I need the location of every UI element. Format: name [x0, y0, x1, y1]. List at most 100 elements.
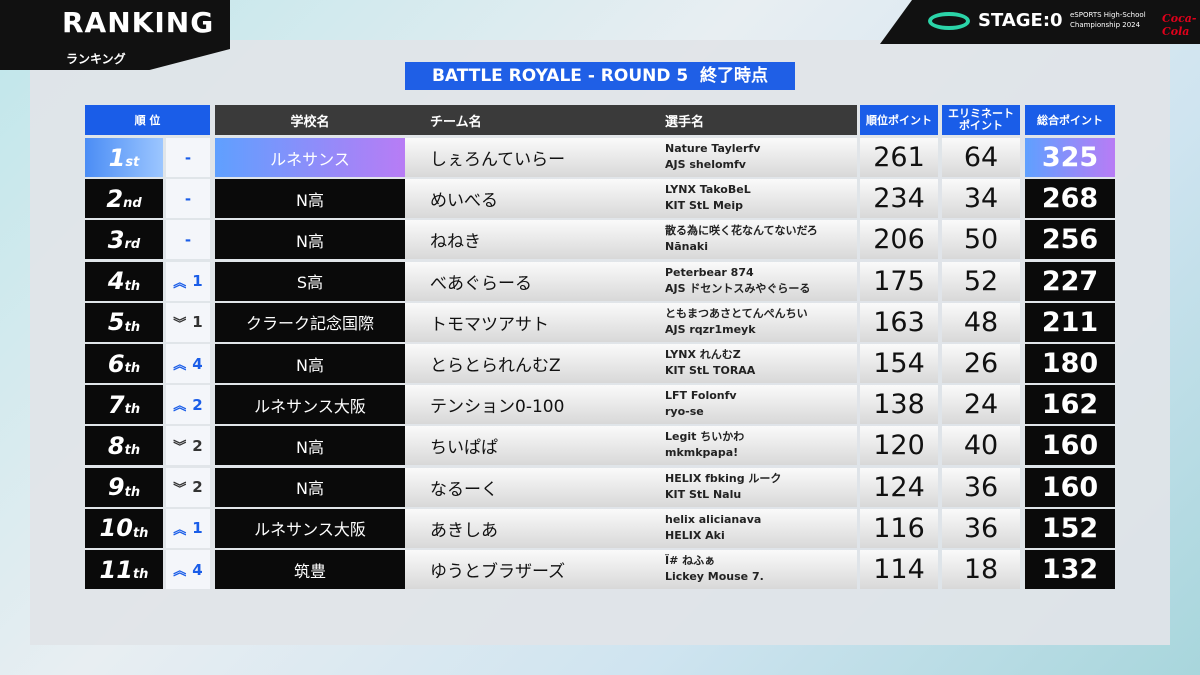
rank-suffix: th [124, 484, 141, 500]
rank-change-value: 1 [192, 272, 203, 291]
placement-points: 163 [860, 302, 938, 342]
player: Ї# ねふぁ [665, 554, 716, 567]
column-header: 順 位 [85, 105, 210, 135]
column-header-line: ポイント [959, 119, 1003, 132]
total-points: 227 [1025, 261, 1115, 301]
column-header: 総合ポイント [1025, 105, 1115, 135]
logo: STAGE:0 eSPORTS High-School Championship … [880, 0, 1200, 44]
rank-number: 10 [99, 514, 133, 543]
team-name: しぇろんていらー [430, 150, 566, 170]
placement-points: 124 [860, 467, 938, 507]
team: しぇろんていらー Nature Taylerfv AJS shelomfv [405, 138, 857, 177]
rank-change: ︾ 2 [166, 467, 210, 507]
school: ルネサンス大阪 [215, 508, 405, 548]
player: LFT Folonfv [665, 389, 737, 403]
rank-suffix: th [124, 278, 141, 294]
rank-number: 5 [107, 308, 125, 337]
players: helix alicianava HELIX Aki [665, 512, 761, 544]
rank-change: ︽ 4 [166, 344, 210, 383]
players: HELIX fbking ルーク KIT StL Nalu [665, 471, 781, 503]
rank-change-value: 4 [192, 354, 203, 373]
elimination-points: 26 [942, 344, 1020, 383]
player: 散る為に咲く花なんてないだろ [665, 224, 818, 238]
column-header: 学校名 [215, 105, 405, 135]
elimination-points: 36 [942, 467, 1020, 507]
column-header: 選手名 [665, 105, 857, 135]
rank-change-text: - [184, 148, 192, 167]
player: KIT StL Meip [665, 199, 744, 213]
header: RANKING ランキング [0, 0, 230, 70]
column-header-line: エリミネート [948, 107, 1014, 120]
players: Nature Taylerfv AJS shelomfv [665, 141, 760, 173]
rank-change-value: 4 [192, 560, 203, 579]
team-name: ちいぱぱ [430, 438, 498, 459]
player: mkmkpapa! [665, 446, 739, 460]
school: 筑豊 [215, 550, 405, 589]
placement-points: 154 [860, 344, 938, 383]
player: AJS shelomfv [665, 158, 746, 171]
total-points: 211 [1025, 302, 1115, 342]
rank-change: ︽ 1 [166, 261, 210, 301]
total-points: 160 [1025, 467, 1115, 507]
school: ルネサンス大阪 [215, 385, 405, 425]
total-points: 180 [1025, 344, 1115, 383]
placement-points: 234 [860, 179, 938, 219]
column-header: チーム名 [405, 105, 665, 135]
team: トモマツアサト ともまつあさとてんぺんちい AJS rqzr1meyk [405, 302, 857, 342]
rank-number: 4 [107, 267, 125, 296]
player: ともまつあさとてんぺんちい [665, 306, 808, 320]
players: ともまつあさとてんぺんちい AJS rqzr1meyk [665, 306, 808, 338]
team: ねねき 散る為に咲く花なんてないだろ Nānaki [405, 220, 857, 260]
rank-change-arrow: ︽ [173, 522, 187, 538]
school: クラーク記念国際 [215, 302, 405, 342]
player: AJS rqzr1meyk [665, 322, 756, 336]
rank-change: ︽ 1 [166, 508, 210, 548]
players: Legit ちいかわ mkmkpapa! [665, 429, 744, 461]
rank-number: 6 [107, 349, 125, 378]
school: N高 [215, 344, 405, 383]
rank-suffix: th [124, 319, 141, 335]
team: べあぐらーる Peterbear 874 AJS ドセントスみやぐらーる [405, 261, 857, 301]
school: N高 [215, 220, 405, 260]
rank-change: ︽ 4 [166, 550, 210, 589]
rank-change: - [166, 220, 210, 260]
rank-suffix: rd [124, 237, 141, 253]
event-line: eSPORTS High-School [1070, 11, 1146, 19]
total-points: 152 [1025, 508, 1115, 548]
team-name: テンション0-100 [430, 397, 565, 418]
team-name: トモマツアサト [430, 314, 549, 335]
rank-change-arrow: ︽ [173, 399, 187, 415]
player: AJS ドセントスみやぐらーる [665, 281, 811, 295]
team: あきしあ helix alicianava HELIX Aki [405, 508, 857, 548]
players: LYNX れんむZ KIT StL TORAA [665, 347, 755, 379]
elimination-points: 64 [942, 138, 1020, 177]
player: helix alicianava [665, 512, 762, 526]
rank-change-value: 2 [192, 436, 203, 455]
team-name: めいべる [430, 191, 498, 212]
total-points: 256 [1025, 220, 1115, 260]
team: なるーく HELIX fbking ルーク KIT StL Nalu [405, 467, 857, 507]
rank-change-arrow: ︾ [173, 481, 187, 497]
rank-number: 3 [107, 225, 125, 254]
players: LYNX TakoBeL KIT StL Meip [665, 182, 751, 214]
player: LYNX TakoBeL [665, 183, 751, 197]
column-header: 順位ポイント [860, 105, 938, 135]
rank-change-arrow: ︾ [173, 316, 187, 332]
team: めいべる LYNX TakoBeL KIT StL Meip [405, 179, 857, 219]
team-name: なるーく [430, 479, 498, 500]
school: ルネサンス [215, 138, 405, 177]
rank-change-value: 1 [192, 519, 203, 538]
logo-text: STAGE:0 [978, 10, 1063, 31]
player: ryo-se [665, 405, 704, 419]
event-line: Championship 2024 [1070, 21, 1141, 29]
rank-change-text: - [184, 230, 192, 249]
placement-points: 120 [860, 426, 938, 466]
team: とらとられんむZ LYNX れんむZ KIT StL TORAA [405, 344, 857, 383]
rank-change: - [166, 179, 210, 219]
